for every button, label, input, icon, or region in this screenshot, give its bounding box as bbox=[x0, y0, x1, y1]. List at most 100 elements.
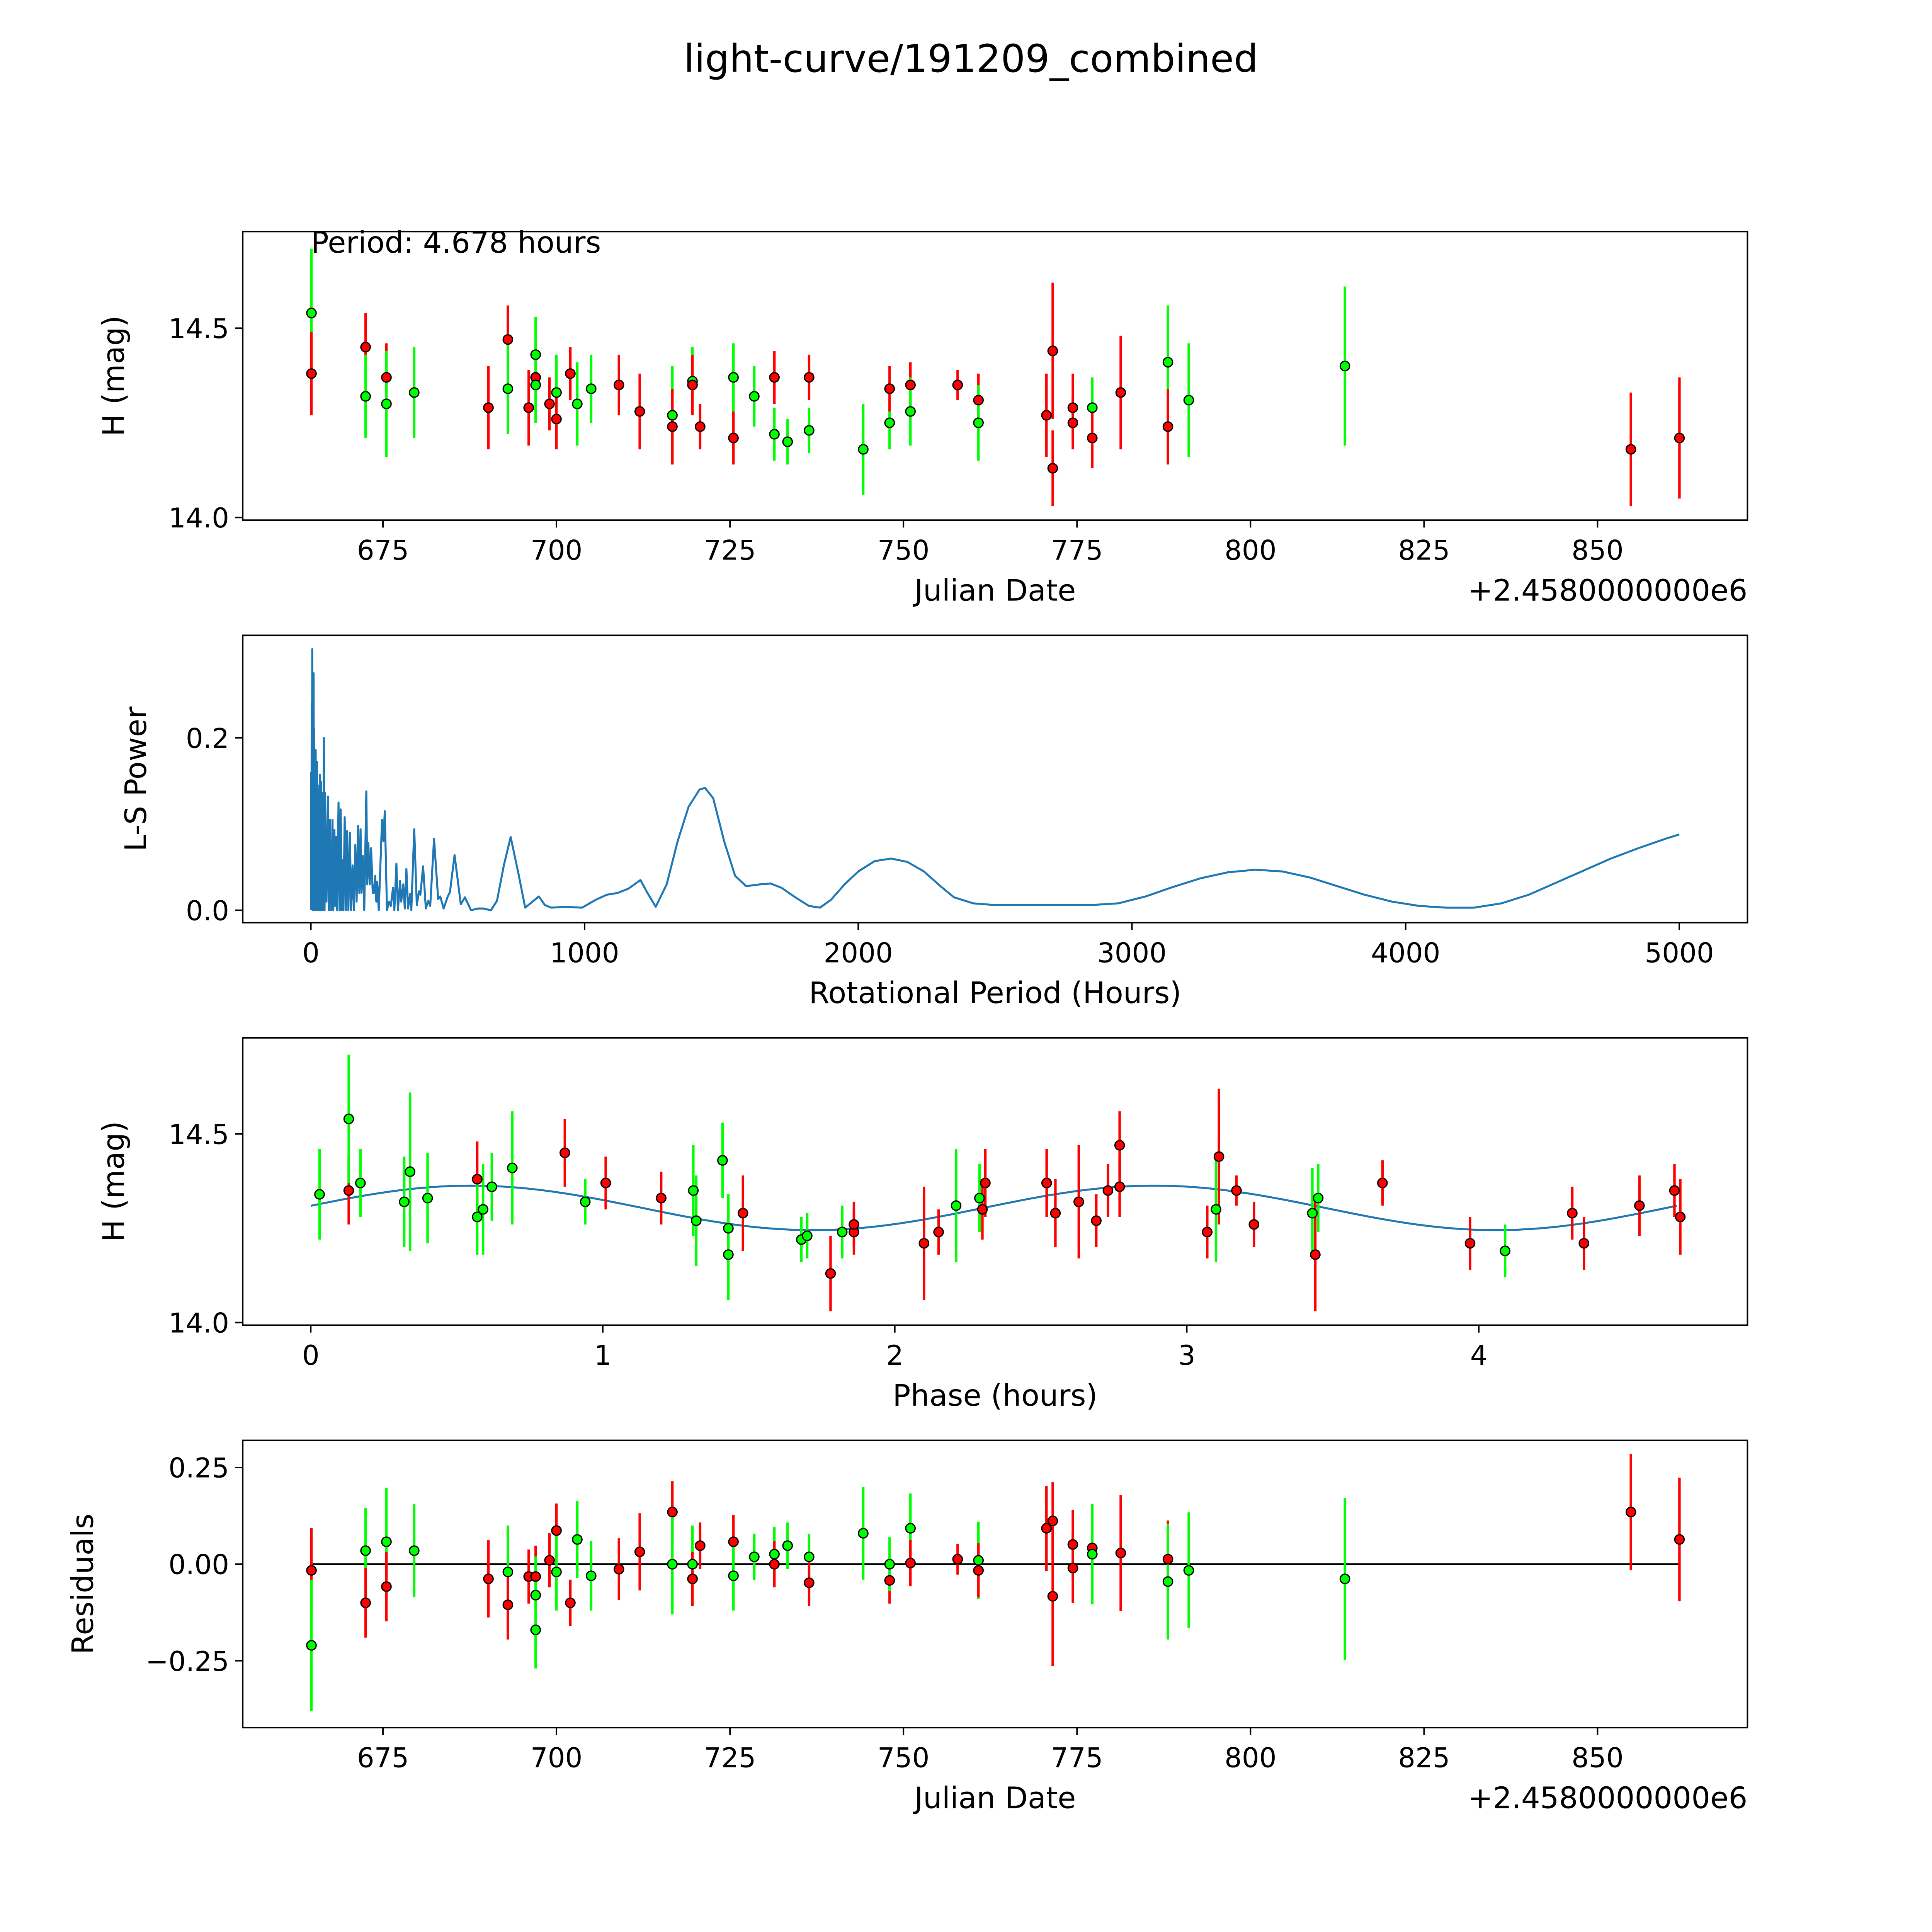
data-point bbox=[849, 1219, 859, 1230]
data-point bbox=[905, 1558, 916, 1568]
x-axis-label: Julian Date bbox=[913, 1781, 1076, 1815]
data-point bbox=[502, 1566, 514, 1577]
data-point bbox=[551, 1566, 562, 1577]
x-tick-label: 850 bbox=[1571, 1742, 1624, 1774]
data-point bbox=[1634, 1200, 1645, 1211]
data-point bbox=[1162, 1576, 1173, 1587]
data-point bbox=[769, 1549, 780, 1560]
x-tick-label: 2000 bbox=[823, 937, 893, 969]
data-point bbox=[973, 1565, 984, 1576]
data-point bbox=[343, 1185, 354, 1196]
x-tick-label: 700 bbox=[531, 535, 583, 566]
data-point bbox=[1213, 1151, 1225, 1162]
y-tick-label: 0.0 bbox=[186, 895, 229, 927]
y-tick-label: −0.25 bbox=[146, 1646, 229, 1677]
data-point bbox=[502, 383, 514, 394]
data-point bbox=[1114, 1140, 1125, 1151]
data-point bbox=[973, 395, 984, 406]
data-point bbox=[1067, 1563, 1078, 1573]
data-point bbox=[1339, 1573, 1350, 1584]
data-point bbox=[483, 1573, 494, 1584]
data-point bbox=[502, 1599, 514, 1610]
data-point bbox=[306, 308, 317, 318]
data-point bbox=[355, 1177, 366, 1189]
x-axis-label: Rotational Period (Hours) bbox=[809, 976, 1181, 1010]
data-point bbox=[1087, 402, 1098, 413]
data-point bbox=[1087, 432, 1098, 444]
data-point bbox=[613, 379, 624, 391]
data-point bbox=[688, 1185, 699, 1196]
data-point bbox=[1675, 1211, 1686, 1223]
data-point bbox=[634, 1546, 645, 1557]
data-point bbox=[1091, 1215, 1102, 1226]
x-tick-label: 775 bbox=[1051, 535, 1103, 566]
data-point bbox=[551, 387, 562, 398]
figure-title: light-curve/191209_combined bbox=[684, 37, 1258, 81]
data-point bbox=[1625, 1507, 1636, 1517]
data-point bbox=[1567, 1208, 1578, 1219]
data-point bbox=[530, 1590, 541, 1600]
data-point bbox=[737, 1208, 748, 1219]
x-tick-label: 1 bbox=[594, 1340, 612, 1371]
x-tick-label: 825 bbox=[1398, 535, 1450, 566]
data-point bbox=[478, 1204, 488, 1215]
data-point bbox=[1231, 1185, 1242, 1196]
x-offset-text: +2.4580000000e6 bbox=[1468, 573, 1747, 608]
data-point bbox=[717, 1155, 728, 1166]
y-tick-label: 14.5 bbox=[168, 313, 229, 345]
x-tick-label: 800 bbox=[1225, 1742, 1277, 1774]
data-point bbox=[409, 1545, 420, 1556]
plot-area bbox=[310, 648, 1680, 912]
x-axis-label: Julian Date bbox=[913, 573, 1076, 608]
x-tick-label: 850 bbox=[1571, 535, 1624, 566]
data-point bbox=[1464, 1238, 1476, 1249]
data-point bbox=[565, 1597, 576, 1608]
data-point bbox=[884, 1559, 895, 1570]
period-annotation: Period: 4.678 hours bbox=[311, 226, 601, 260]
data-point bbox=[974, 1192, 985, 1204]
data-point bbox=[695, 421, 706, 432]
data-point bbox=[314, 1189, 325, 1200]
data-point bbox=[1162, 421, 1173, 432]
data-point bbox=[544, 1555, 555, 1566]
data-point bbox=[572, 1534, 583, 1545]
data-point bbox=[723, 1249, 734, 1260]
data-point bbox=[486, 1181, 497, 1192]
data-point bbox=[656, 1192, 667, 1204]
data-point bbox=[559, 1147, 570, 1158]
phased-light-curve-panel: 0 1 2 3 4 14.0 14.5 Phase (hours) H (mag) bbox=[97, 1037, 1748, 1413]
data-point bbox=[952, 379, 963, 391]
data-point bbox=[1047, 345, 1058, 356]
panels: 675 700 725 750 775 800 825 850 14.0 14.5 Julian D… bbox=[66, 231, 1748, 1815]
data-point bbox=[977, 1204, 988, 1215]
x-tick-label: 675 bbox=[357, 1742, 409, 1774]
y-axis-label: H (mag) bbox=[97, 315, 131, 436]
data-point bbox=[1073, 1196, 1084, 1208]
data-point bbox=[409, 387, 420, 398]
data-point bbox=[613, 1564, 624, 1575]
data-point bbox=[728, 1570, 739, 1581]
data-point bbox=[360, 1545, 371, 1556]
data-point bbox=[502, 334, 514, 345]
data-point bbox=[837, 1226, 848, 1238]
data-point bbox=[360, 342, 371, 353]
data-point bbox=[980, 1177, 991, 1189]
data-point bbox=[483, 402, 494, 413]
data-point bbox=[749, 1551, 760, 1562]
data-point bbox=[802, 1230, 813, 1241]
x-tick-label: 2 bbox=[886, 1340, 903, 1371]
data-point bbox=[1162, 1554, 1173, 1565]
data-point bbox=[933, 1226, 944, 1238]
x-tick-label: 725 bbox=[704, 535, 756, 566]
x-tick-label: 725 bbox=[704, 1742, 756, 1774]
data-point bbox=[782, 436, 793, 447]
data-point bbox=[728, 372, 739, 383]
residuals-panel: 675 700 725 750 775 800 825 850 −0.25 0.00 0.25 Jul… bbox=[66, 1439, 1748, 1815]
y-tick-label: 0.00 bbox=[168, 1549, 229, 1581]
data-point bbox=[918, 1238, 930, 1249]
data-point bbox=[687, 379, 698, 391]
x-tick-label: 825 bbox=[1398, 1742, 1450, 1774]
data-point bbox=[1339, 361, 1350, 372]
y-tick-label: 0.2 bbox=[186, 723, 229, 754]
